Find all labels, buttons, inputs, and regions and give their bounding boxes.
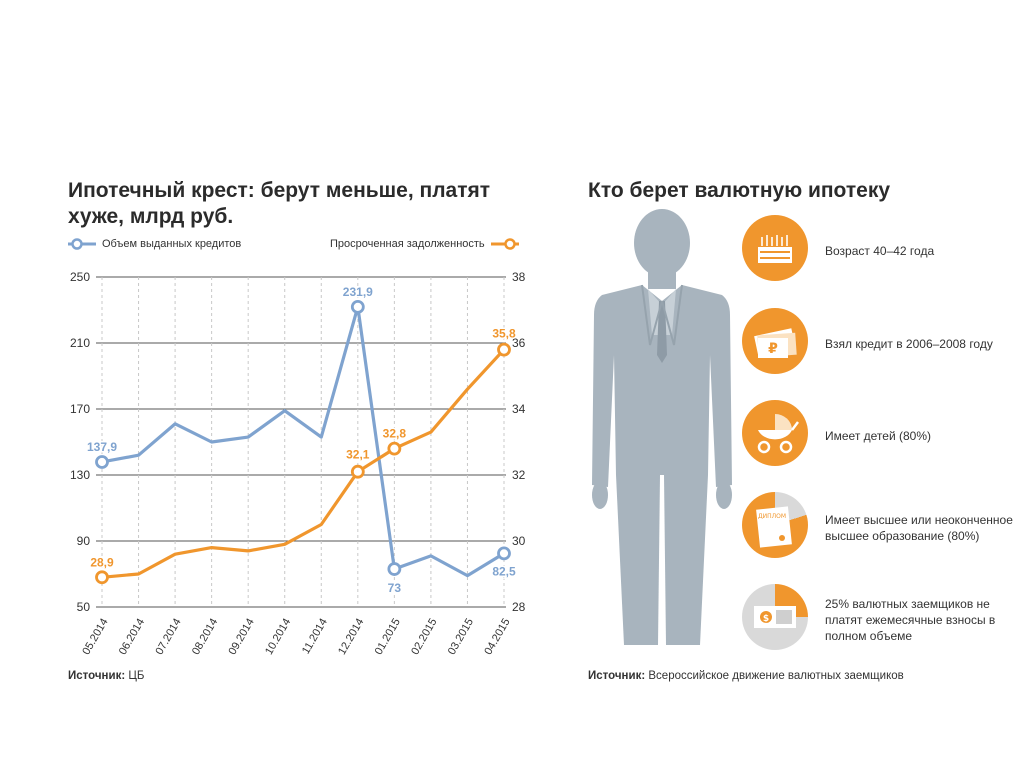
profile-title: Кто берет валютную ипотеку — [588, 179, 891, 202]
data-label-overdue: 32,8 — [383, 427, 407, 441]
businessman-silhouette — [592, 209, 732, 645]
baby-stroller-icon — [742, 400, 808, 466]
profile-source-value: Всероссийское движение валютных заемщико… — [648, 670, 904, 682]
legend-item-loans: Объем выданных кредитов — [68, 238, 241, 250]
ruble-money-icon: ₽ — [742, 308, 808, 374]
x-tick-label: 06.2014 — [117, 617, 147, 657]
feature-children: Имеет детей (80%) — [742, 400, 1012, 472]
profile-source-label: Источник: — [588, 670, 646, 682]
data-point-overdue — [350, 464, 365, 479]
y-left-tick-label: 250 — [70, 270, 90, 284]
data-label-overdue: 35,8 — [492, 327, 516, 341]
y-left-tick-label: 130 — [70, 468, 90, 482]
legend-line-orange-icon — [490, 238, 519, 250]
legend-item-overdue: Просроченная задолженность — [330, 238, 519, 250]
x-tick-label: 03.2015 — [446, 617, 476, 657]
svg-text:₽: ₽ — [768, 341, 778, 357]
data-label-overdue: 32,1 — [346, 448, 370, 462]
data-label-loans: 73 — [388, 581, 402, 595]
feature-payments: $ 25% валютных заемщиков не платят ежеме… — [742, 584, 1012, 656]
y-right-tick-label: 32 — [512, 468, 526, 482]
data-label-overdue: 28,9 — [90, 555, 114, 569]
x-tick-label: 12.2014 — [336, 617, 366, 657]
x-tick-label: 05.2014 — [80, 617, 110, 657]
line-chart: 50 90 130 170 210 250 28 30 32 34 36 38 05.2014 06.20… — [70, 270, 526, 657]
series-line-loans — [101, 305, 505, 578]
chart-source-value: ЦБ — [128, 670, 145, 682]
feature-children-text: Имеет детей (80%) — [825, 429, 932, 443]
data-point-loans — [95, 455, 109, 469]
y-left-tick-label: 90 — [77, 534, 91, 548]
data-label-loans: 82,5 — [492, 564, 516, 578]
x-tick-label: 01.2015 — [373, 617, 403, 657]
y-right-tick-label: 30 — [512, 534, 526, 548]
svg-text:$: $ — [763, 614, 769, 624]
profile-source: Источник: Всероссийское движение валютны… — [588, 670, 904, 682]
y-right-tick-label: 34 — [512, 402, 526, 416]
chart-source: Источник: ЦБ — [68, 670, 144, 682]
data-point-overdue — [387, 441, 402, 456]
data-point-overdue — [497, 342, 511, 357]
y-right-tick-label: 28 — [512, 600, 526, 614]
legend-line-blue-icon — [68, 238, 96, 250]
cake-icon — [742, 215, 808, 281]
data-label-loans: 137,9 — [87, 440, 117, 454]
feature-age: Возраст 40–42 года — [742, 215, 1012, 287]
legend-label-overdue: Просроченная задолженность — [330, 238, 485, 250]
data-point-loans — [497, 546, 511, 561]
series-line-overdue — [101, 348, 506, 579]
y-left-tick-label: 210 — [70, 336, 90, 350]
y-right-tick-label: 38 — [512, 270, 526, 284]
x-tick-label: 07.2014 — [153, 617, 183, 657]
feature-age-text: Возраст 40–42 года — [825, 244, 935, 258]
diploma-icon: ДИПЛОМ — [742, 492, 808, 558]
feature-payments-text: 25% валютных заемщиков не платят ежемеся… — [825, 597, 996, 643]
y-right-tick-label: 36 — [512, 336, 526, 350]
chart-source-label: Источник: — [68, 670, 126, 682]
x-tick-label: 02.2015 — [409, 617, 439, 657]
feature-loan-year: ₽ Взял кредит в 2006–2008 году — [742, 308, 1012, 380]
data-point-overdue — [95, 570, 109, 585]
chart-title: Ипотечный крест: берут меньше, платят ху… — [68, 179, 491, 228]
y-left-tick-label: 170 — [70, 402, 90, 416]
y-left-tick-label: 50 — [77, 600, 91, 614]
x-tick-label: 09.2014 — [227, 617, 257, 657]
feature-education-text: Имеет высшее или неоконченное высшее обр… — [825, 513, 1013, 543]
data-point-loans — [350, 299, 365, 314]
feature-education: ДИПЛОМ Имеет высшее или неоконченное выс… — [742, 492, 1013, 564]
feature-loan-year-text: Взял кредит в 2006–2008 году — [825, 337, 993, 351]
x-tick-label: 11.2014 — [300, 617, 330, 657]
legend-label-loans: Объем выданных кредитов — [102, 238, 242, 250]
diploma-label: ДИПЛОМ — [758, 513, 786, 520]
x-tick-label: 10.2014 — [263, 617, 293, 657]
data-label-loans: 231,9 — [343, 285, 373, 299]
x-tick-label: 08.2014 — [190, 617, 220, 657]
data-point-loans — [387, 562, 402, 576]
x-tick-label: 04.2015 — [482, 617, 512, 657]
dollar-bill-icon: $ — [742, 584, 808, 650]
